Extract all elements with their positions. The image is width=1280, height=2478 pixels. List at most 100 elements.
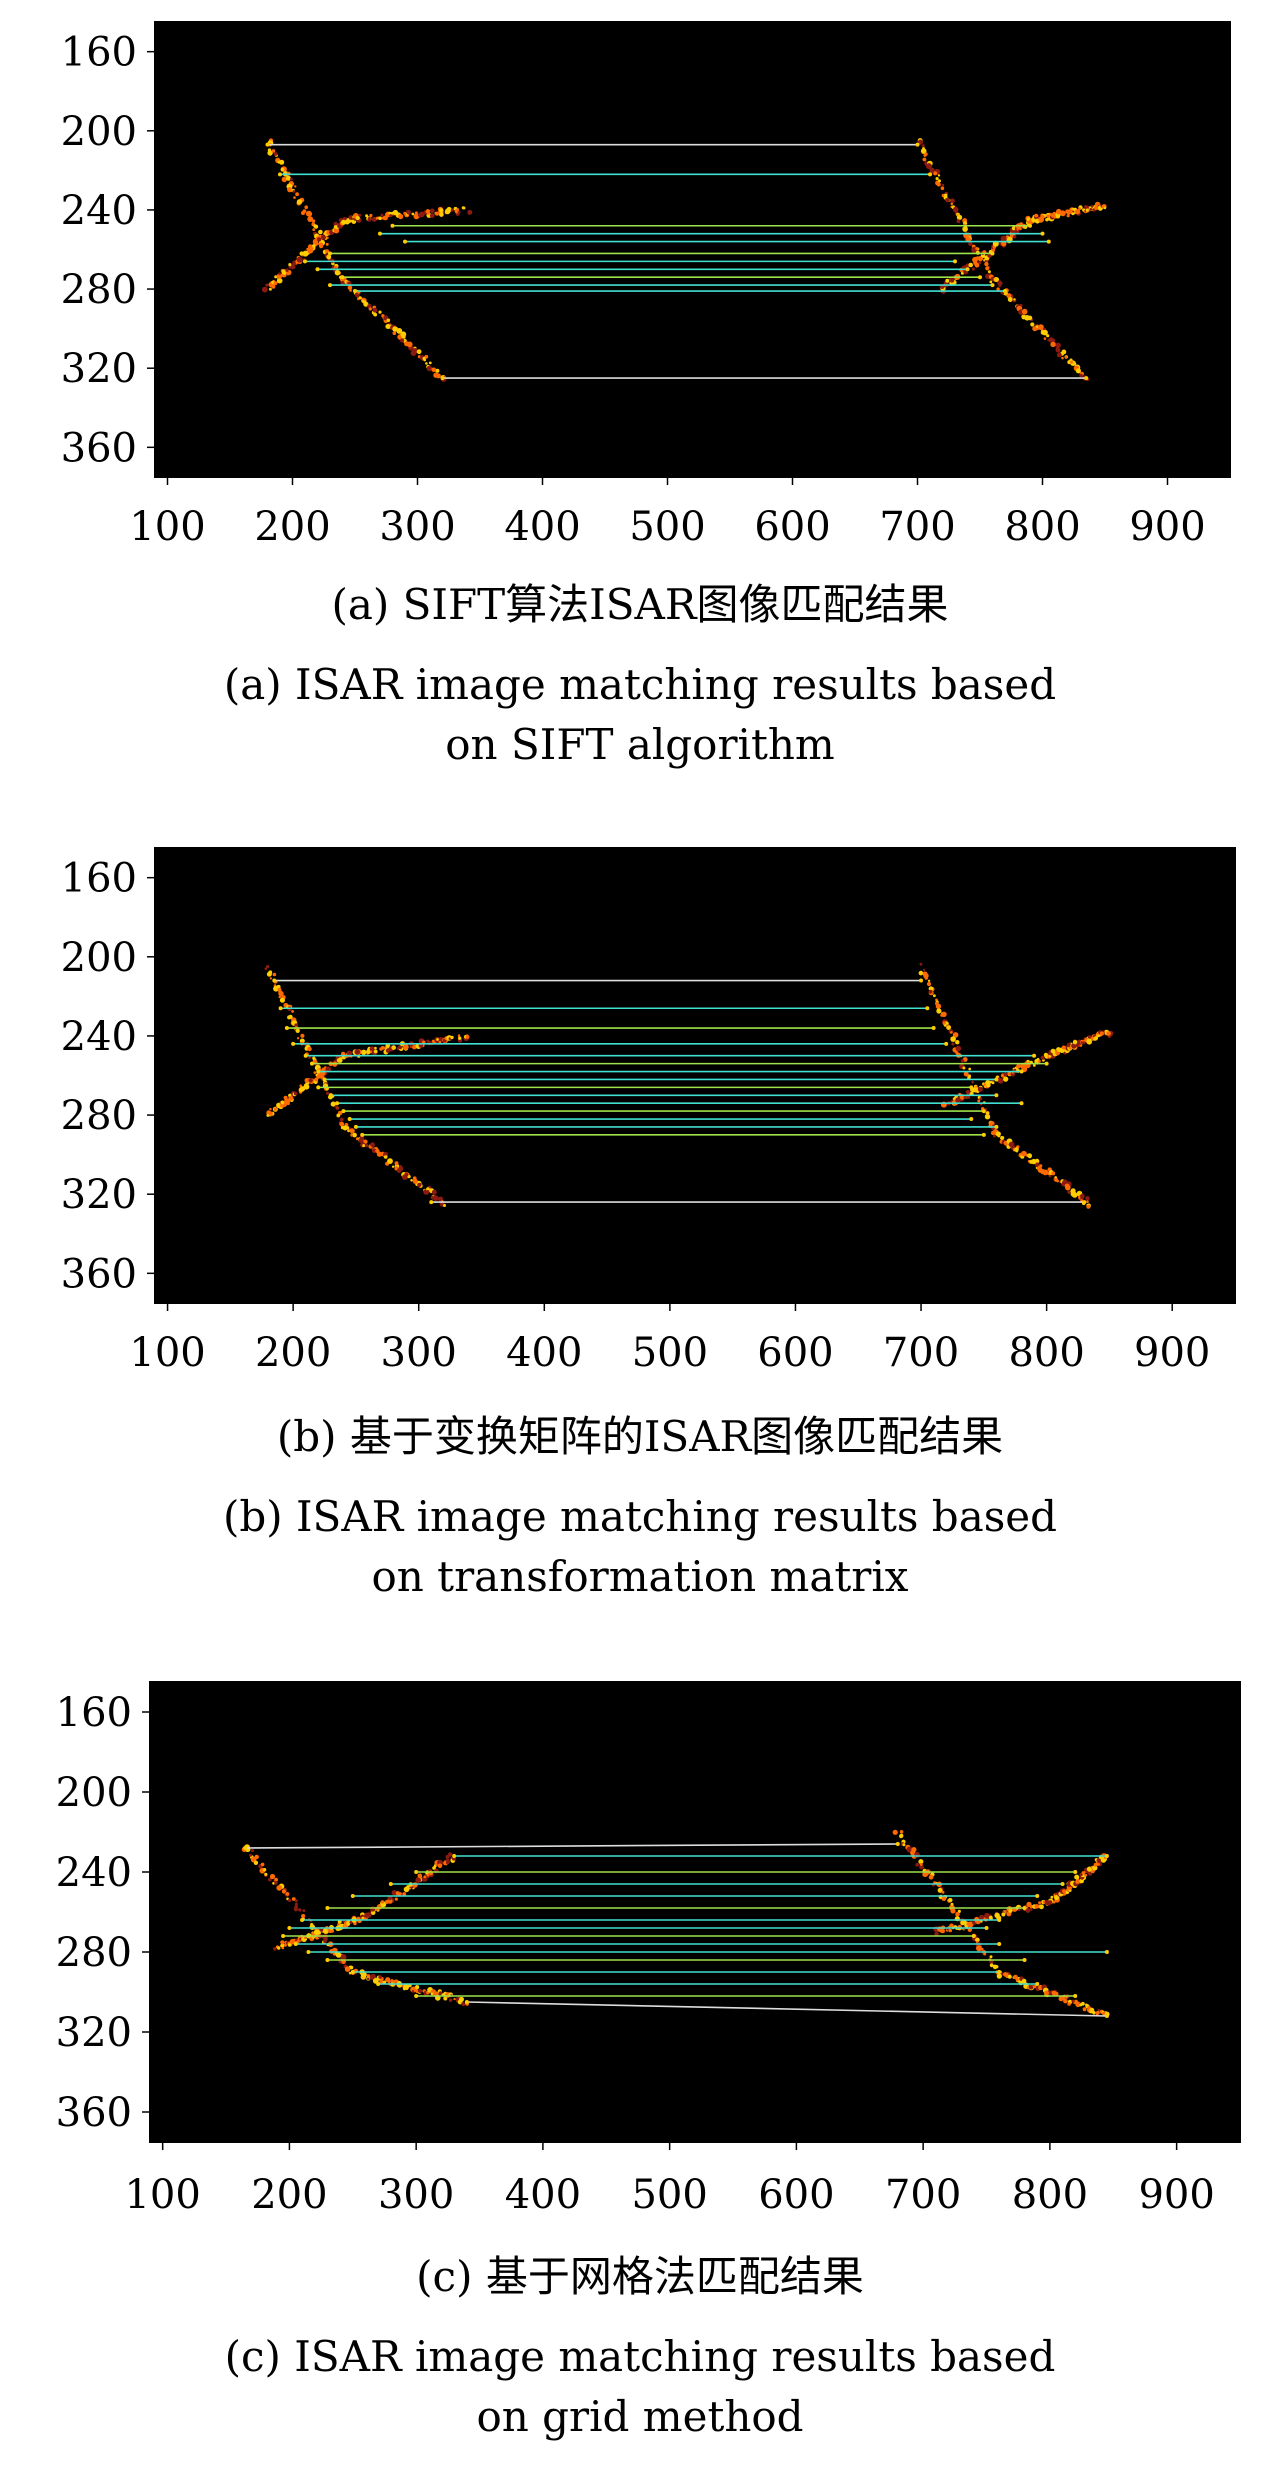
keypoint-right — [990, 251, 995, 256]
scatter-point — [288, 1095, 294, 1101]
scatter-point — [450, 1035, 454, 1040]
scatter-point — [380, 1900, 385, 1904]
scatter-point — [387, 1895, 393, 1901]
scatter-point — [439, 212, 444, 217]
caption-b-en-1: (b) ISAR image matching results based — [222, 1492, 1058, 1541]
scatter-point — [268, 287, 272, 291]
scatter-point — [358, 213, 362, 217]
scatter-point — [1046, 334, 1050, 338]
y-tick-label: 200 — [61, 109, 137, 155]
scatter-point — [892, 1829, 898, 1835]
scatter-point — [1080, 1196, 1084, 1200]
scatter-point — [1085, 1196, 1090, 1201]
keypoint-right — [895, 1842, 900, 1846]
keypoint-left — [291, 1041, 296, 1046]
scatter-point — [1072, 1039, 1078, 1045]
scatter-point — [334, 269, 341, 276]
scatter-point — [1040, 215, 1045, 219]
scatter-point — [430, 208, 435, 214]
y-tick-label: 200 — [61, 935, 137, 981]
keypoint-right — [1084, 376, 1089, 381]
scatter-point — [349, 1128, 355, 1134]
figure-c: 100 200 300 400 500 600 700 800 900 160 200 240 280 3… — [0, 1660, 1280, 2478]
scatter-point — [312, 244, 316, 248]
scatter-point — [380, 213, 384, 217]
scatter-point — [1032, 1064, 1036, 1067]
scatter-point — [307, 211, 313, 217]
scatter-point — [1014, 1147, 1019, 1152]
keypoint-left — [328, 1093, 333, 1098]
scatter-point — [294, 185, 297, 188]
caption-a-cn: (a) SIFT算法ISAR图像匹配结果 — [331, 580, 949, 629]
scatter-point — [294, 1905, 298, 1910]
scatter-point — [391, 1890, 397, 1896]
scatter-point — [387, 326, 391, 329]
scatter-point — [417, 1873, 423, 1878]
scatter-point — [1032, 326, 1038, 332]
scatter-point — [326, 1091, 330, 1095]
x-tick-label: 600 — [757, 1330, 833, 1376]
scatter-point — [1085, 2003, 1088, 2007]
scatter-point — [415, 1877, 422, 1883]
scatter-point — [367, 217, 372, 222]
scatter-point — [928, 1874, 934, 1880]
keypoint-right — [978, 275, 982, 280]
scatter-point — [323, 1939, 327, 1944]
scatter-point — [365, 214, 369, 218]
scatter-point — [396, 1982, 403, 1988]
scatter-point — [443, 1996, 448, 2001]
y-tick-label: 160 — [61, 30, 137, 76]
scatter-point — [1034, 213, 1038, 218]
keypoint-left — [325, 1906, 330, 1910]
scatter-point — [977, 1099, 981, 1103]
x-tick-label: 900 — [1134, 1330, 1210, 1376]
scatter-point — [960, 1059, 965, 1063]
scatter-point — [288, 263, 292, 267]
scatter-point — [1007, 236, 1013, 242]
scatter-point — [971, 1080, 975, 1084]
scatter-point — [411, 1990, 415, 1993]
keypoint-left — [440, 376, 445, 381]
x-tick-label: 800 — [1008, 1330, 1084, 1376]
scatter-point — [920, 148, 927, 154]
scatter-point — [291, 1897, 296, 1901]
scatter-point — [348, 1971, 352, 1975]
scatter-point — [949, 278, 955, 283]
scatterer-segment — [339, 275, 447, 382]
scatter-point — [1013, 235, 1017, 239]
scatter-point — [1055, 347, 1059, 351]
figure-b: 100 200 300 400 500 600 700 800 900 160 200 240 280 3… — [0, 820, 1280, 1650]
scatter-point — [347, 1129, 350, 1133]
scatter-point — [385, 1043, 391, 1049]
scatter-point — [402, 1892, 407, 1896]
scatter-point — [396, 328, 403, 334]
scatter-point — [1070, 360, 1073, 364]
scatter-point — [287, 187, 293, 193]
x-tick-label: 500 — [629, 504, 705, 550]
scatter-point — [426, 1187, 430, 1191]
scatter-point — [448, 1998, 453, 2002]
scatter-point — [1075, 368, 1081, 374]
scatter-point — [968, 1074, 971, 1078]
scatter-point — [918, 1859, 924, 1865]
scatter-point — [985, 266, 990, 271]
scatter-point — [304, 1936, 307, 1939]
scatter-point — [1054, 1894, 1060, 1900]
y-tick-label: 280 — [61, 1093, 137, 1139]
scatter-point — [984, 1114, 991, 1120]
scatter-point — [416, 349, 422, 355]
scatter-point — [349, 1965, 354, 1970]
scatter-point — [333, 227, 340, 234]
scatter-point — [339, 1057, 343, 1060]
scatter-point — [381, 1903, 385, 1906]
scatter-point — [1079, 373, 1083, 378]
scatter-point — [382, 1980, 387, 1985]
scatterer-segment — [918, 962, 999, 1136]
scatter-point — [1082, 2007, 1087, 2012]
scatter-point — [439, 208, 444, 213]
scatter-point — [348, 215, 354, 220]
scatter-point — [1007, 297, 1013, 302]
scatter-point — [278, 272, 281, 275]
scatter-point — [406, 210, 412, 215]
scatter-point — [346, 1050, 352, 1056]
